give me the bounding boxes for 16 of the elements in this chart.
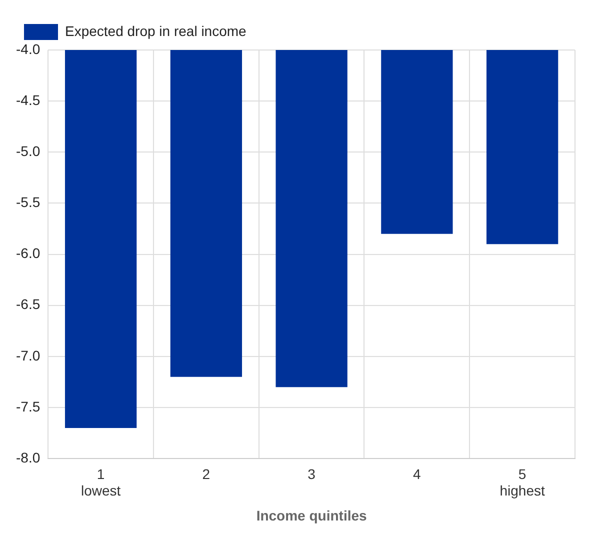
y-tick-label: -8.0 bbox=[16, 449, 40, 466]
x-tick-label: 3 bbox=[308, 466, 316, 482]
y-tick-label: -4.5 bbox=[16, 92, 40, 108]
y-tick-label: -4.0 bbox=[16, 40, 40, 57]
x-tick-label: 1 lowest bbox=[80, 466, 121, 499]
y-tick-label: -7.0 bbox=[16, 347, 40, 364]
x-tick-label: 2 bbox=[202, 466, 210, 482]
x-tick-label: 5 highest bbox=[500, 466, 545, 499]
y-tick-label: -6.0 bbox=[16, 245, 40, 262]
y-tick-label: -5.0 bbox=[16, 143, 40, 160]
y-tick-label: -7.5 bbox=[16, 398, 40, 414]
y-tick-label: -5.5 bbox=[16, 194, 40, 210]
x-tick-label: 4 bbox=[413, 466, 422, 482]
y-tick-label: -6.5 bbox=[16, 296, 40, 312]
legend-label: Expected drop in real income bbox=[65, 22, 247, 39]
x-axis-title: Income quintiles bbox=[256, 507, 368, 524]
